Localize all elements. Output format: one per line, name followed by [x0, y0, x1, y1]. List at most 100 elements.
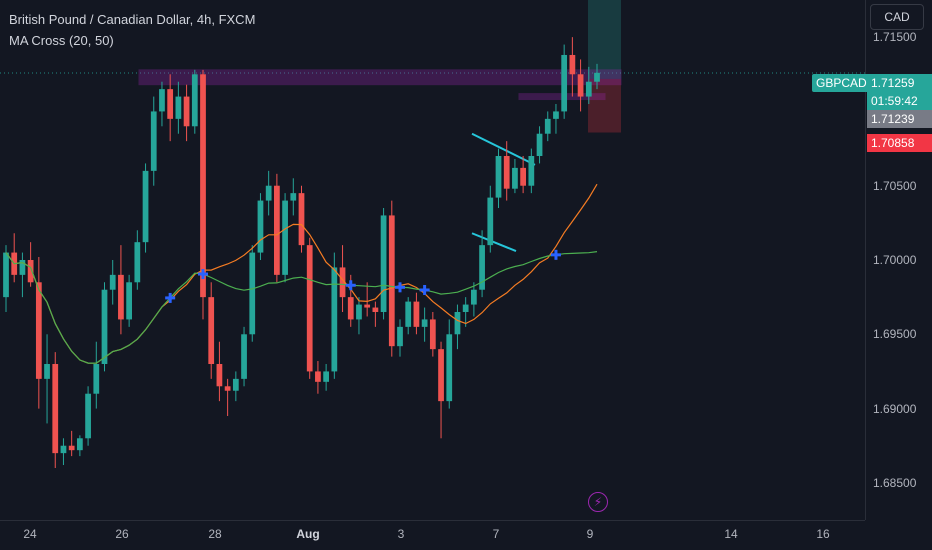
time-tick: Aug	[296, 527, 320, 541]
candle-body	[109, 274, 116, 290]
time-tick: 24	[23, 527, 37, 541]
time-tick: 26	[115, 527, 129, 541]
candle-body	[3, 252, 9, 298]
candle-body	[503, 156, 510, 189]
candle-body	[118, 274, 124, 320]
candle-body	[553, 111, 559, 119]
candle-body	[249, 252, 256, 335]
candle-body	[44, 364, 50, 379]
candle-body	[134, 242, 141, 283]
candle-body	[421, 319, 428, 327]
candle-body	[487, 197, 494, 246]
candle-body	[536, 133, 543, 156]
candle-body	[364, 304, 371, 308]
candle-body	[413, 301, 420, 327]
candle-body	[512, 167, 518, 189]
symbol-tag: GBPCAD	[812, 74, 871, 92]
symbol-title[interactable]: British Pound / Canadian Dollar, 4h, FXC…	[9, 12, 256, 27]
candle-body	[232, 378, 239, 391]
candle-body	[282, 200, 288, 275]
time-tick: 3	[397, 527, 405, 541]
candle-body	[429, 319, 436, 350]
candle-body	[594, 72, 600, 82]
candle-body	[216, 364, 223, 387]
target-zone	[588, 0, 621, 79]
candle-body	[405, 301, 412, 327]
price-tick: 1.69500	[873, 327, 917, 342]
candle-body	[60, 445, 67, 454]
candle-body	[167, 89, 174, 119]
price-tick: 1.71500	[873, 30, 917, 45]
red-price-tag: 1.70858	[867, 134, 932, 152]
lightning-icon[interactable]: ⚡	[588, 492, 608, 512]
price-tick: 1.70500	[873, 178, 917, 193]
candle-body	[191, 74, 198, 127]
candle-body	[150, 111, 157, 171]
candles-layer	[3, 37, 600, 468]
candle-body	[142, 170, 149, 243]
candle-body	[241, 334, 247, 379]
channel-lower-line	[471, 232, 517, 253]
candle-body	[323, 371, 329, 382]
candle-body	[101, 289, 108, 364]
candle-body	[200, 74, 206, 298]
candle-body	[585, 81, 592, 97]
candle-body	[454, 312, 461, 335]
candle-body	[257, 200, 264, 253]
time-tick: 14	[724, 527, 738, 541]
time-tick: 7	[492, 527, 500, 541]
price-axis[interactable]	[865, 0, 932, 520]
candle-body	[356, 304, 362, 320]
time-axis[interactable]	[0, 520, 865, 550]
moving-averages-layer	[5, 183, 598, 364]
candle-body	[462, 304, 469, 312]
grey-price-tag: 1.71239	[867, 110, 932, 128]
candle-body	[339, 267, 346, 298]
candle-body	[544, 118, 551, 134]
price-tick: 1.68500	[873, 475, 917, 490]
time-tick: 16	[816, 527, 830, 541]
candle-body	[471, 289, 477, 305]
candle-body	[298, 193, 305, 246]
candle-body	[331, 267, 338, 372]
stop-zone	[588, 78, 621, 133]
candle-body	[388, 215, 395, 347]
candle-body	[126, 282, 132, 320]
candle-body	[208, 297, 215, 364]
candle-body	[520, 167, 526, 186]
candle-body	[183, 96, 190, 127]
candle-body	[315, 371, 321, 382]
currency-button[interactable]: CAD	[870, 4, 924, 30]
candle-body	[175, 96, 182, 119]
candle-body	[306, 245, 313, 372]
candle-body	[347, 297, 354, 320]
candle-body	[159, 89, 165, 112]
price-tick: 1.70000	[873, 253, 917, 267]
candle-body	[85, 393, 91, 439]
candle-body	[479, 245, 485, 290]
resistance-zone	[138, 69, 622, 86]
last-price-value: 1.71259	[871, 76, 915, 90]
candle-body	[77, 438, 83, 451]
price-chart[interactable]	[0, 0, 865, 520]
candle-body	[380, 215, 387, 312]
candle-body	[372, 307, 379, 312]
candle-body	[68, 445, 75, 451]
candle-body	[19, 260, 26, 275]
time-tick: 28	[208, 527, 222, 541]
chart-legend: British Pound / Canadian Dollar, 4h, FXC…	[9, 9, 255, 51]
last-price-tag: 1.71259 01:59:42	[867, 74, 932, 110]
cross-markers-layer	[165, 249, 561, 303]
candle-body	[224, 386, 231, 391]
candle-body	[35, 282, 42, 379]
candle-body	[569, 54, 576, 75]
time-tick: 9	[586, 527, 594, 541]
ma-slow-line	[5, 251, 598, 364]
candle-body	[438, 349, 444, 402]
candle-body	[290, 193, 297, 201]
indicator-title[interactable]: MA Cross (20, 50)	[9, 33, 114, 48]
candle-body	[495, 156, 502, 198]
candle-body	[265, 185, 272, 201]
candle-body	[528, 156, 535, 186]
countdown-value: 01:59:42	[871, 94, 918, 108]
